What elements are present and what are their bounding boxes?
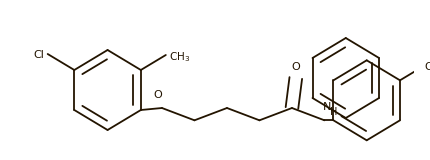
Text: O: O <box>423 62 430 72</box>
Text: CH$_3$: CH$_3$ <box>168 50 190 64</box>
Text: H: H <box>330 107 337 117</box>
Text: O: O <box>154 90 162 100</box>
Text: O: O <box>291 62 299 72</box>
Text: N: N <box>322 102 331 112</box>
Text: Cl: Cl <box>33 50 44 60</box>
